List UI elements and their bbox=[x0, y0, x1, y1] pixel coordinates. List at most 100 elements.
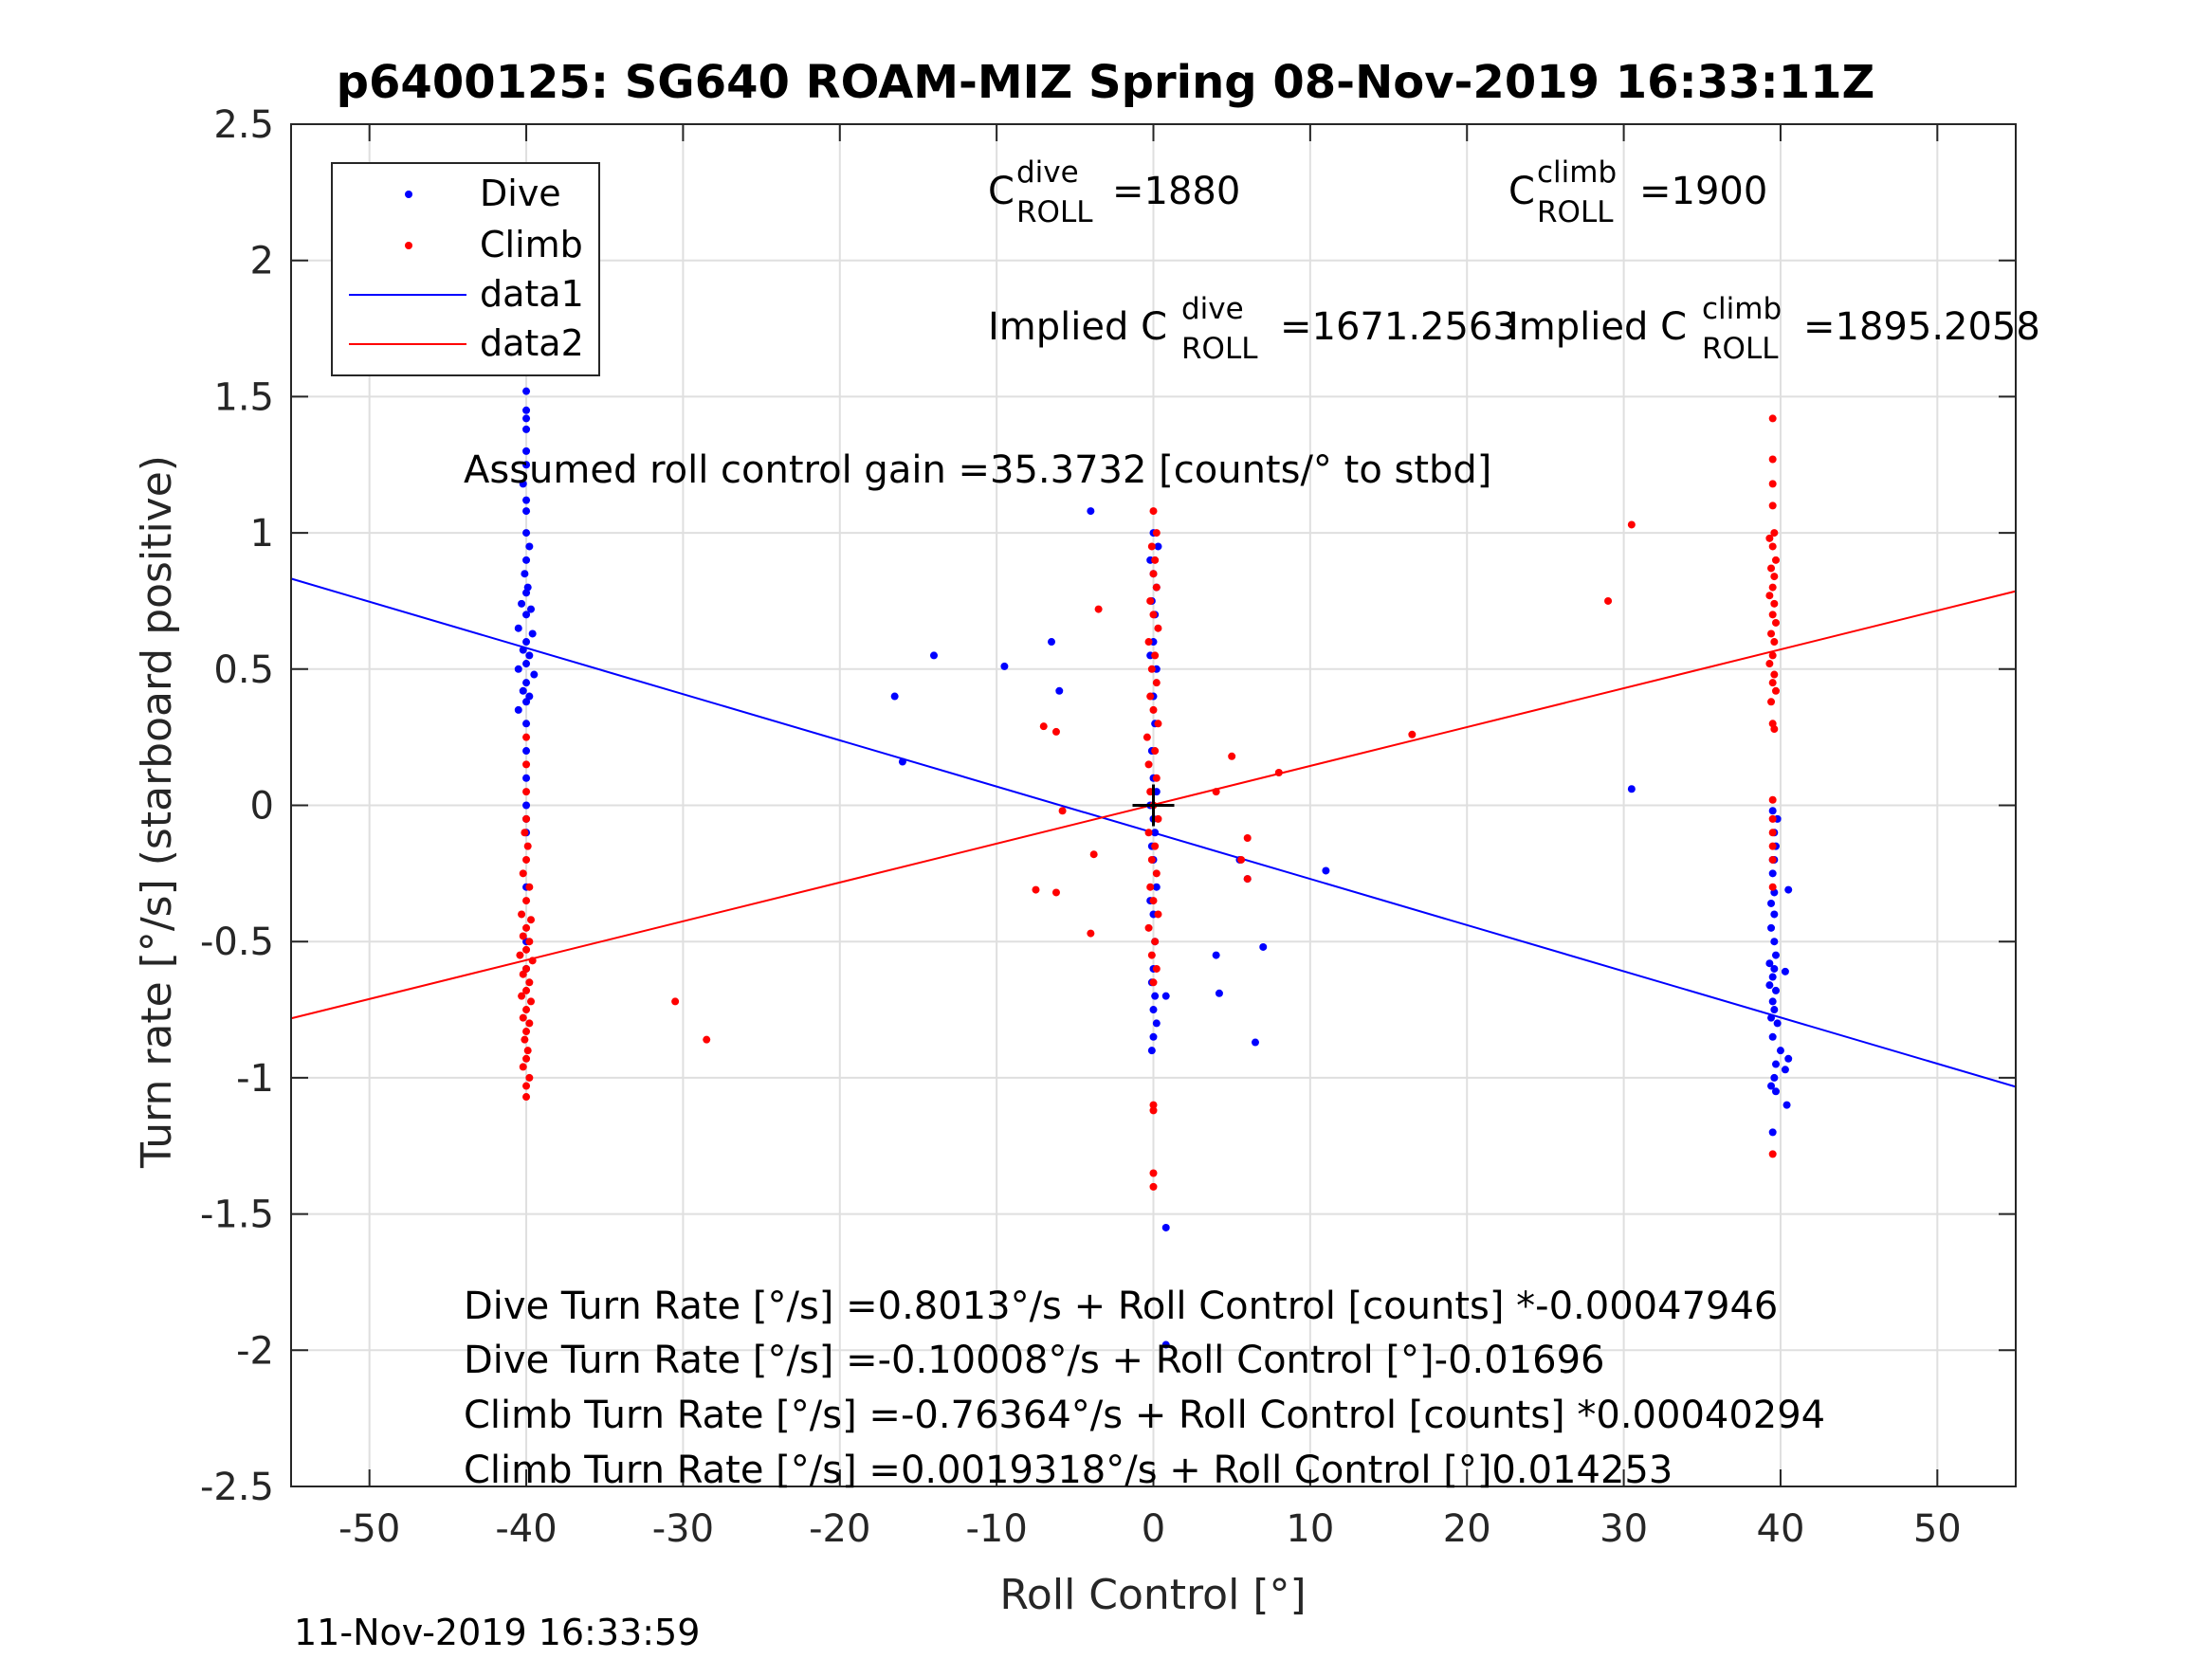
point-climb bbox=[1228, 752, 1236, 760]
point-dive bbox=[1161, 992, 1170, 1000]
point-climb bbox=[1243, 833, 1252, 842]
data-points bbox=[514, 292, 1793, 1349]
point-climb bbox=[1770, 599, 1779, 608]
point-dive bbox=[522, 387, 531, 395]
point-climb bbox=[519, 1063, 527, 1071]
x-tick-label: 20 bbox=[1443, 1507, 1491, 1551]
point-climb bbox=[1627, 520, 1636, 529]
legend-label-data2: data2 bbox=[480, 322, 584, 364]
point-climb bbox=[1767, 564, 1776, 573]
point-climb bbox=[525, 1073, 534, 1082]
point-climb bbox=[521, 1035, 529, 1044]
point-dive bbox=[1768, 869, 1777, 878]
annotation-implied-dive-sup: dive bbox=[1181, 292, 1244, 326]
point-climb bbox=[1768, 679, 1777, 687]
x-tick-label: -30 bbox=[652, 1507, 714, 1551]
point-dive bbox=[1767, 1013, 1776, 1022]
legend-marker-climb bbox=[405, 242, 412, 249]
annotation-eq-3: Climb Turn Rate [°/s] =-0.76364°/s + Rol… bbox=[464, 1394, 1825, 1437]
point-climb bbox=[519, 932, 527, 940]
point-climb bbox=[1152, 869, 1161, 878]
point-climb bbox=[1768, 855, 1777, 864]
point-climb bbox=[1770, 670, 1779, 679]
legend-box bbox=[331, 162, 600, 376]
y-tick-label: -1.5 bbox=[200, 1194, 274, 1237]
point-climb bbox=[1152, 964, 1161, 973]
point-climb bbox=[1151, 556, 1160, 564]
point-dive bbox=[522, 496, 531, 504]
point-climb bbox=[1154, 624, 1162, 632]
x-tick-label: -20 bbox=[809, 1507, 870, 1551]
y-axis-label: Turn rate [°/s] (starboard positive) bbox=[133, 455, 181, 1169]
annotation-implied-climb-sub: ROLL bbox=[1702, 332, 1779, 366]
x-axis-label: Roll Control [°] bbox=[999, 1571, 1306, 1619]
point-dive bbox=[1087, 507, 1095, 516]
point-dive bbox=[1161, 1340, 1170, 1349]
annotation-implied-climb: Implied C climb ROLL =1895.2058 bbox=[1508, 292, 2040, 366]
annotation-eq-2: Dive Turn Rate [°/s] =-0.10008°/s + Roll… bbox=[464, 1339, 1605, 1382]
point-dive bbox=[522, 747, 531, 756]
y-tick-label: 0.5 bbox=[213, 648, 274, 692]
legend: Dive Climb data1 data2 bbox=[331, 162, 600, 376]
point-dive bbox=[1322, 866, 1330, 875]
point-dive bbox=[1048, 638, 1056, 647]
point-climb bbox=[1149, 570, 1158, 578]
legend-marker-dive bbox=[405, 191, 412, 198]
point-climb bbox=[1147, 855, 1156, 864]
point-climb bbox=[523, 1047, 532, 1055]
point-climb bbox=[1149, 1101, 1158, 1109]
point-dive bbox=[1770, 964, 1779, 973]
legend-label-data1: data1 bbox=[480, 273, 584, 315]
point-dive bbox=[522, 660, 531, 668]
point-climb bbox=[1144, 638, 1153, 647]
point-climb bbox=[1768, 883, 1777, 891]
point-climb bbox=[1146, 692, 1155, 701]
point-dive bbox=[1770, 910, 1779, 919]
x-tick-label: 10 bbox=[1286, 1507, 1334, 1551]
point-climb bbox=[528, 957, 537, 965]
point-climb bbox=[1144, 829, 1153, 837]
point-climb bbox=[1765, 592, 1774, 600]
y-tick-label: -2.5 bbox=[200, 1466, 274, 1509]
point-dive bbox=[1765, 959, 1774, 968]
point-dive bbox=[1771, 1087, 1780, 1096]
point-climb bbox=[1770, 638, 1779, 647]
point-dive bbox=[522, 611, 531, 619]
point-climb bbox=[519, 1013, 527, 1022]
print-timestamp: 11-Nov-2019 16:33:59 bbox=[294, 1612, 700, 1653]
point-dive bbox=[1781, 967, 1789, 975]
point-dive bbox=[522, 556, 531, 564]
point-climb bbox=[522, 923, 531, 932]
legend-label-climb: Climb bbox=[480, 224, 583, 265]
point-dive bbox=[1768, 997, 1777, 1006]
point-dive bbox=[1776, 1047, 1784, 1055]
y-tick-label: -1 bbox=[236, 1057, 274, 1101]
point-dive bbox=[1212, 951, 1220, 959]
point-climb bbox=[1151, 842, 1160, 850]
point-climb bbox=[1768, 795, 1777, 804]
point-climb bbox=[1154, 910, 1162, 919]
x-tick-label: 40 bbox=[1757, 1507, 1805, 1551]
point-climb bbox=[516, 951, 524, 959]
point-dive bbox=[1149, 1006, 1158, 1014]
annotation-c-climb-sup: climb bbox=[1537, 155, 1617, 190]
point-dive bbox=[1259, 942, 1268, 951]
point-climb bbox=[1768, 829, 1777, 837]
point-climb bbox=[1149, 1169, 1158, 1177]
point-climb bbox=[1149, 978, 1158, 987]
point-climb bbox=[1765, 660, 1774, 668]
annotation-implied-dive: Implied C dive ROLL =1671.2563 bbox=[988, 292, 1517, 366]
point-dive bbox=[527, 605, 536, 613]
point-dive bbox=[1151, 992, 1160, 1000]
axes-box bbox=[290, 123, 2017, 1487]
point-climb bbox=[1144, 923, 1153, 932]
x-tick-label: -10 bbox=[965, 1507, 1027, 1551]
point-climb bbox=[1151, 747, 1160, 756]
y-tick-label: 1.5 bbox=[213, 375, 274, 419]
point-dive bbox=[528, 629, 537, 638]
point-dive bbox=[522, 406, 531, 414]
point-climb bbox=[518, 910, 526, 919]
point-dive bbox=[525, 542, 534, 551]
point-dive bbox=[1768, 1128, 1777, 1137]
